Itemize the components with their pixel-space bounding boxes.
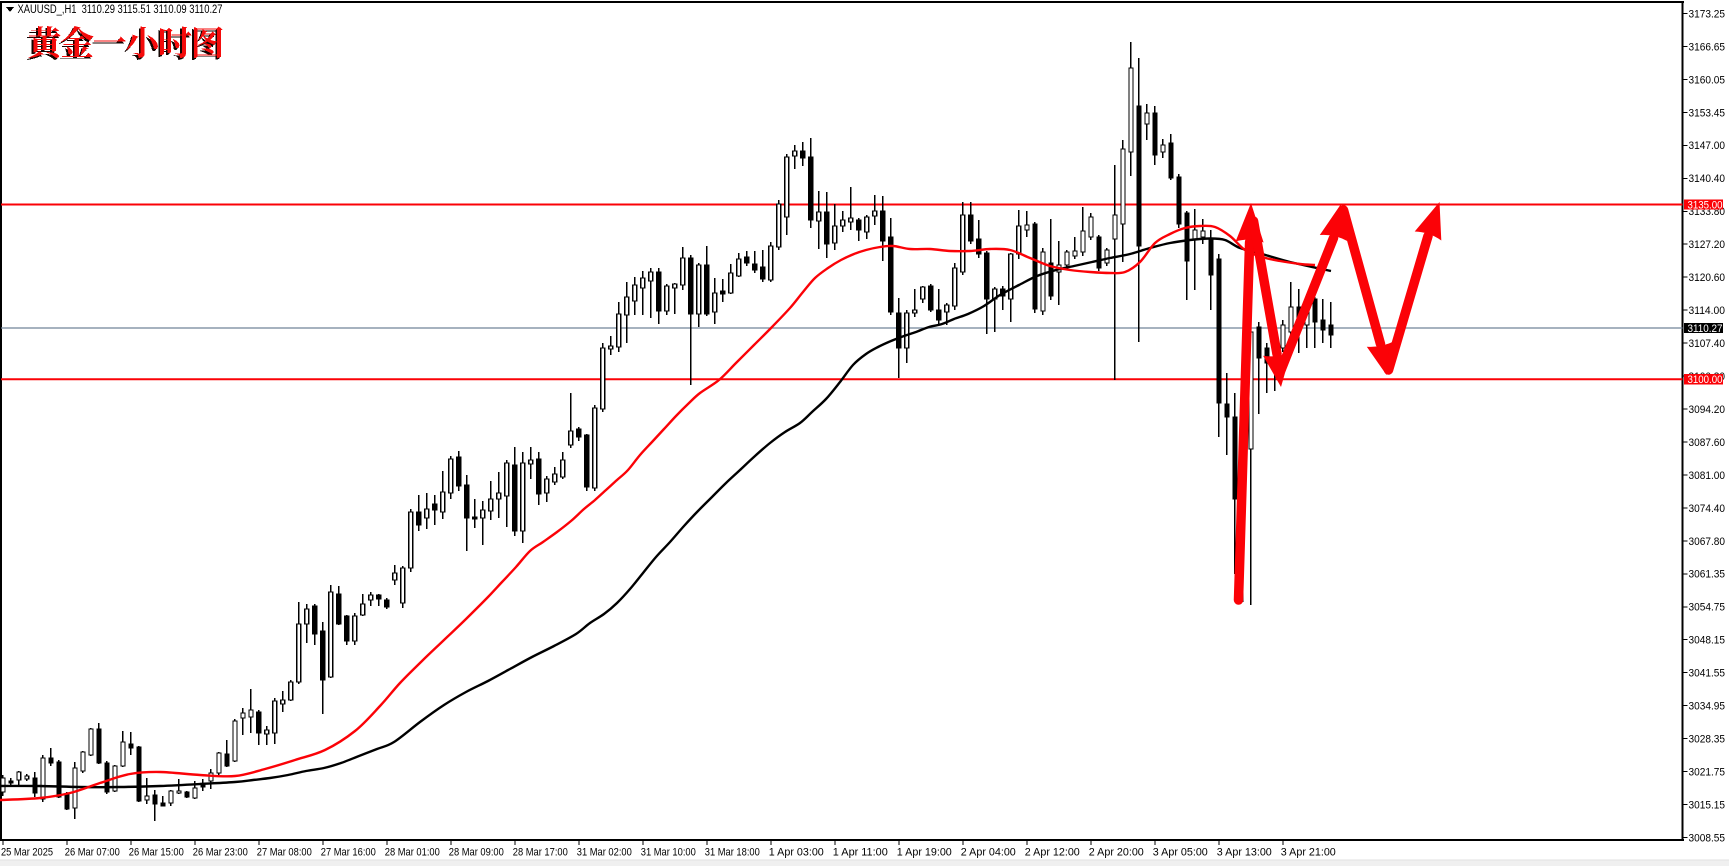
svg-text:26 Mar 07:00: 26 Mar 07:00 [65, 846, 120, 858]
svg-text:3048.15: 3048.15 [1689, 635, 1726, 647]
svg-text:3 Apr 05:00: 3 Apr 05:00 [1153, 846, 1208, 858]
svg-text:3120.60: 3120.60 [1689, 272, 1726, 284]
svg-text:3034.95: 3034.95 [1689, 701, 1726, 713]
svg-text:3094.20: 3094.20 [1689, 404, 1726, 416]
svg-text:28 Mar 17:00: 28 Mar 17:00 [513, 846, 568, 858]
svg-text:27 Mar 08:00: 27 Mar 08:00 [257, 846, 312, 858]
svg-text:3 Apr 21:00: 3 Apr 21:00 [1281, 846, 1336, 858]
svg-text:3028.35: 3028.35 [1689, 734, 1726, 746]
svg-text:3015.15: 3015.15 [1689, 799, 1726, 811]
svg-text:3087.60: 3087.60 [1689, 437, 1726, 449]
svg-text:3135.00: 3135.00 [1688, 199, 1723, 211]
svg-text:31 Mar 02:00: 31 Mar 02:00 [577, 846, 632, 858]
svg-text:25 Mar 2025: 25 Mar 2025 [1, 846, 53, 858]
svg-text:3153.45: 3153.45 [1689, 107, 1726, 119]
svg-text:2 Apr 20:00: 2 Apr 20:00 [1089, 846, 1144, 858]
svg-text:3173.25: 3173.25 [1689, 8, 1726, 20]
svg-text:3114.00: 3114.00 [1689, 305, 1726, 317]
svg-text:3100.00: 3100.00 [1688, 374, 1723, 386]
svg-text:26 Mar 23:00: 26 Mar 23:00 [193, 846, 248, 858]
svg-text:3 Apr 13:00: 3 Apr 13:00 [1217, 846, 1272, 858]
svg-text:1 Apr 11:00: 1 Apr 11:00 [833, 846, 888, 858]
svg-text:3127.20: 3127.20 [1689, 239, 1726, 251]
svg-text:31 Mar 10:00: 31 Mar 10:00 [641, 846, 696, 858]
svg-text:XAUUSD_,H1 3110.29 3115.51 31: XAUUSD_,H1 3110.29 3115.51 3110.09 3110.… [18, 4, 223, 16]
svg-text:1 Apr 19:00: 1 Apr 19:00 [897, 846, 952, 858]
svg-text:3061.35: 3061.35 [1689, 569, 1726, 581]
svg-text:3041.55: 3041.55 [1689, 668, 1726, 680]
svg-text:3081.00: 3081.00 [1689, 470, 1726, 482]
svg-text:3067.80: 3067.80 [1689, 536, 1726, 548]
svg-text:3008.55: 3008.55 [1689, 832, 1726, 844]
svg-text:3054.75: 3054.75 [1689, 602, 1726, 614]
svg-text:27 Mar 16:00: 27 Mar 16:00 [321, 846, 376, 858]
svg-text:2 Apr 04:00: 2 Apr 04:00 [961, 846, 1016, 858]
svg-text:3110.27: 3110.27 [1688, 323, 1723, 335]
svg-text:3107.40: 3107.40 [1689, 338, 1726, 350]
svg-text:3166.65: 3166.65 [1689, 41, 1726, 53]
svg-text:3140.40: 3140.40 [1689, 173, 1726, 185]
svg-text:3160.05: 3160.05 [1689, 74, 1726, 86]
svg-text:1 Apr 03:00: 1 Apr 03:00 [769, 846, 824, 858]
svg-text:3147.00: 3147.00 [1689, 140, 1726, 152]
svg-text:28 Mar 09:00: 28 Mar 09:00 [449, 846, 504, 858]
svg-text:31 Mar 18:00: 31 Mar 18:00 [705, 846, 760, 858]
svg-text:28 Mar 01:00: 28 Mar 01:00 [385, 846, 440, 858]
svg-text:3021.75: 3021.75 [1689, 767, 1726, 779]
svg-text:26 Mar 15:00: 26 Mar 15:00 [129, 846, 184, 858]
svg-text:2 Apr 12:00: 2 Apr 12:00 [1025, 846, 1080, 858]
svg-text:3074.40: 3074.40 [1689, 503, 1726, 515]
